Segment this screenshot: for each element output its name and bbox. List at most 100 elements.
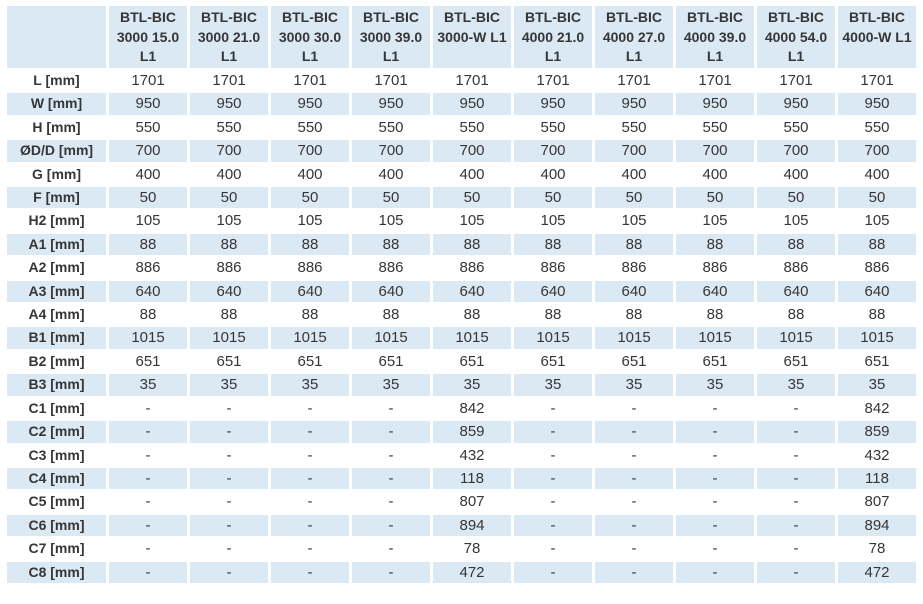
column-header-line: L1 — [301, 48, 319, 64]
column-header-line: BTL-BIC — [444, 9, 500, 25]
column-header-line: 3000 15.0 — [116, 28, 180, 45]
table-head: BTL-BIC 3000 15.0 L1 BTL-BIC 3000 21.0 L1 BTL-… — [7, 6, 916, 68]
column-header: BTL-BIC 4000 54.0 L1 — [757, 6, 835, 68]
value-cell: 78 — [838, 538, 916, 560]
value-cell: 400 — [190, 163, 268, 186]
value-cell: - — [676, 561, 754, 583]
value-cell: 400 — [757, 163, 835, 186]
value-cell: 1015 — [676, 327, 754, 349]
value-cell: - — [676, 444, 754, 466]
value-cell: - — [595, 444, 673, 466]
value-cell: 50 — [514, 187, 592, 209]
value-cell: - — [190, 538, 268, 560]
value-cell: - — [190, 444, 268, 466]
value-cell: 400 — [514, 163, 592, 186]
column-header-line: BTL-BIC — [282, 9, 338, 25]
value-cell: - — [352, 421, 430, 443]
value-cell: 400 — [352, 163, 430, 186]
value-cell: 651 — [595, 350, 673, 373]
row-label: W [mm] — [7, 93, 106, 115]
value-cell: 950 — [676, 93, 754, 115]
value-cell: - — [676, 491, 754, 513]
value-cell: 950 — [352, 93, 430, 115]
value-cell: 640 — [595, 280, 673, 303]
table-row: C6 [mm] - - - -894- - - -894 — [7, 514, 916, 537]
row-label: G [mm] — [7, 163, 106, 186]
column-header-line: 4000-W L1 — [842, 28, 912, 45]
value-cell: 700 — [271, 140, 349, 162]
value-cell: 88 — [838, 233, 916, 256]
table-row: C5 [mm] - - - -807- - - -807 — [7, 491, 916, 513]
value-cell: 105 — [190, 210, 268, 232]
value-cell: 550 — [676, 116, 754, 139]
value-cell: 88 — [757, 304, 835, 326]
value-cell: 78 — [433, 538, 511, 560]
value-cell: 886 — [271, 257, 349, 279]
value-cell: - — [109, 444, 187, 466]
value-cell: - — [514, 421, 592, 443]
value-cell: 88 — [190, 304, 268, 326]
value-cell: - — [676, 538, 754, 560]
value-cell: 1015 — [271, 327, 349, 349]
value-cell: 550 — [109, 116, 187, 139]
column-header: BTL-BIC 4000 39.0 L1 — [676, 6, 754, 68]
row-label: C8 [mm] — [7, 561, 106, 583]
value-cell: 700 — [190, 140, 268, 162]
value-cell: 88 — [514, 233, 592, 256]
value-cell: 700 — [676, 140, 754, 162]
value-cell: 640 — [109, 280, 187, 303]
value-cell: 842 — [838, 397, 916, 420]
value-cell: 88 — [595, 233, 673, 256]
table-row: L [mm] 1701 1701 1701 1701 1701 1701 1701 1701 17… — [7, 70, 916, 92]
value-cell: - — [352, 538, 430, 560]
value-cell: 640 — [271, 280, 349, 303]
value-cell: - — [514, 514, 592, 537]
row-label: A4 [mm] — [7, 304, 106, 326]
value-cell: 894 — [838, 514, 916, 537]
value-cell: - — [352, 514, 430, 537]
value-cell: 550 — [352, 116, 430, 139]
value-cell: 700 — [514, 140, 592, 162]
value-cell: 88 — [109, 233, 187, 256]
table-row: H2 [mm] 105 105 105 105 105 105 105 105 105 105 — [7, 210, 916, 232]
value-cell: 950 — [514, 93, 592, 115]
value-cell: 550 — [271, 116, 349, 139]
value-cell: - — [190, 467, 268, 490]
column-header-line: BTL-BIC — [363, 9, 419, 25]
row-label: H [mm] — [7, 116, 106, 139]
value-cell: - — [271, 421, 349, 443]
value-cell: 886 — [595, 257, 673, 279]
value-cell: - — [595, 467, 673, 490]
value-cell: 50 — [757, 187, 835, 209]
column-header-line: 4000 27.0 — [602, 28, 666, 45]
value-cell: 105 — [595, 210, 673, 232]
value-cell: 88 — [676, 304, 754, 326]
value-cell: - — [757, 467, 835, 490]
value-cell: 400 — [271, 163, 349, 186]
value-cell: - — [271, 538, 349, 560]
value-cell: 105 — [109, 210, 187, 232]
value-cell: 35 — [595, 374, 673, 396]
value-cell: 35 — [676, 374, 754, 396]
value-cell: 88 — [109, 304, 187, 326]
value-cell: 700 — [109, 140, 187, 162]
table-body: L [mm] 1701 1701 1701 1701 1701 1701 1701 1701 17… — [7, 70, 916, 583]
value-cell: 550 — [433, 116, 511, 139]
value-cell: - — [109, 467, 187, 490]
column-header-line: L1 — [544, 48, 562, 64]
value-cell: 472 — [838, 561, 916, 583]
column-header: BTL-BIC 4000 27.0 L1 — [595, 6, 673, 68]
column-header-line: 3000 30.0 — [278, 28, 342, 45]
header-row: BTL-BIC 3000 15.0 L1 BTL-BIC 3000 21.0 L1 BTL-… — [7, 6, 916, 68]
value-cell: 432 — [433, 444, 511, 466]
value-cell: - — [757, 491, 835, 513]
value-cell: 700 — [838, 140, 916, 162]
value-cell: 1015 — [190, 327, 268, 349]
column-header-line: L1 — [382, 48, 400, 64]
value-cell: 1015 — [757, 327, 835, 349]
value-cell: - — [757, 397, 835, 420]
value-cell: - — [109, 538, 187, 560]
value-cell: 651 — [352, 350, 430, 373]
value-cell: 651 — [190, 350, 268, 373]
value-cell: 105 — [757, 210, 835, 232]
